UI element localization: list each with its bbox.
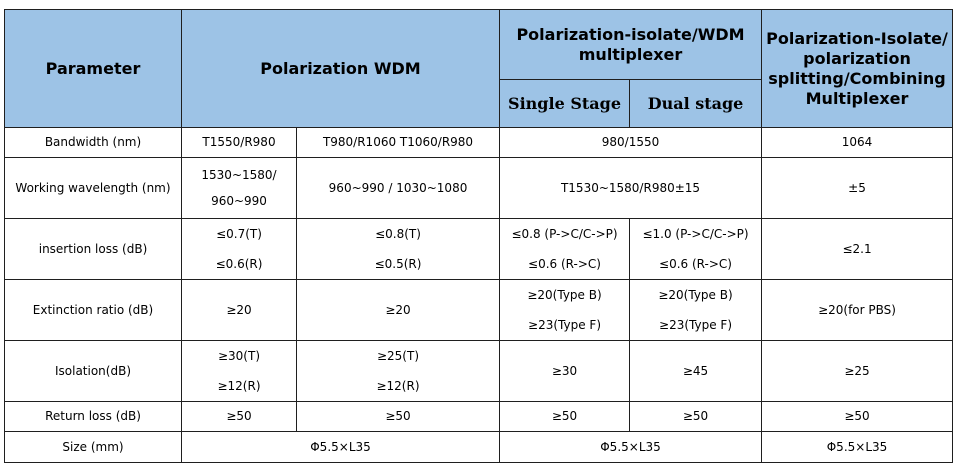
header-parameter: Parameter: [4, 9, 182, 128]
cell-extinction-single-line2: ≥23(Type F): [528, 318, 601, 332]
cell-bandwidth-wdm-a: T1550/R980: [181, 127, 297, 158]
header-polarization-isolate-splitting: Polarization-Isolate/ polarization split…: [761, 9, 954, 128]
cell-extinction-single: ≥20(Type B) ≥23(Type F): [499, 279, 631, 341]
row-return-loss: Return loss (dB) ≥50 ≥50 ≥50 ≥50 ≥50: [4, 401, 954, 432]
cell-isolation-wdm-a-line1: ≥30(T): [217, 349, 261, 363]
cell-insertion-single: ≤0.8 (P->C/C->P) ≤0.6 (R->C): [499, 218, 631, 280]
header-polarization-isolate-wdm: Polarization-isolate/WDM multiplexer: [499, 9, 763, 80]
subheader-row: Single Stage Dual stage: [5, 79, 953, 128]
cell-isolation-wdm-a: ≥30(T) ≥12(R): [181, 340, 297, 402]
row-insertion-loss: insertion loss (dB) ≤0.7(T) ≤0.6(R) ≤0.8…: [4, 218, 954, 280]
cell-wavelength-mux: T1530~1580/R980±15: [499, 157, 763, 219]
cell-insertion-dual: ≤1.0 (P->C/C->P) ≤0.6 (R->C): [629, 218, 763, 280]
header-row: Parameter Polarization WDM Polarization-…: [4, 9, 954, 128]
cell-insertion-single-line2: ≤0.6 (R->C): [528, 257, 601, 271]
cell-insertion-wdm-a: ≤0.7(T) ≤0.6(R): [181, 218, 297, 280]
label-isolation: Isolation(dB): [4, 340, 182, 402]
cell-bandwidth-wdm-b: T980/R1060 T1060/R980: [295, 127, 501, 158]
label-size: Size (mm): [4, 431, 182, 463]
cell-bandwidth-mux: 980/1550: [499, 127, 763, 158]
cell-insertion-split: ≤2.1: [761, 218, 954, 280]
cell-wavelength-wdm-a-line1: 1530~1580/: [201, 168, 277, 182]
row-bandwidth: Bandwidth (nm) T1550/R980 T980/R1060 T10…: [4, 127, 954, 158]
cell-insertion-dual-line1: ≤1.0 (P->C/C->P): [642, 227, 749, 241]
cell-return-wdm-b: ≥50: [295, 401, 501, 432]
cell-size-split: Φ5.5×L35: [761, 431, 954, 463]
cell-insertion-wdm-b: ≤0.8(T) ≤0.5(R): [295, 218, 501, 280]
cell-size-mux: Φ5.5×L35: [499, 431, 763, 463]
cell-return-single: ≥50: [499, 401, 631, 432]
cell-insertion-dual-line2: ≤0.6 (R->C): [659, 257, 732, 271]
label-insertion-loss: insertion loss (dB): [4, 218, 182, 280]
cell-return-wdm-a: ≥50: [181, 401, 297, 432]
cell-isolation-dual: ≥45: [629, 340, 763, 402]
cell-extinction-dual-line2: ≥23(Type F): [659, 318, 732, 332]
label-bandwidth: Bandwidth (nm): [4, 127, 182, 158]
cell-insertion-wdm-a-line1: ≤0.7(T): [216, 227, 262, 241]
cell-extinction-dual-line1: ≥20(Type B): [658, 288, 733, 302]
cell-insertion-single-line1: ≤0.8 (P->C/C->P): [511, 227, 618, 241]
cell-wavelength-wdm-a-line2: 960~990: [211, 194, 267, 208]
cell-isolation-wdm-b-line2: ≥12(R): [376, 379, 420, 393]
cell-extinction-wdm-b: ≥20: [295, 279, 501, 341]
cell-isolation-wdm-b: ≥25(T) ≥12(R): [295, 340, 501, 402]
cell-insertion-wdm-b-line1: ≤0.8(T): [375, 227, 421, 241]
cell-wavelength-split: ±5: [761, 157, 954, 219]
cell-isolation-wdm-a-line2: ≥12(R): [217, 379, 261, 393]
row-size: Size (mm) Φ5.5×L35 Φ5.5×L35 Φ5.5×L35: [4, 431, 954, 463]
spec-table-container: Parameter Polarization WDM Polarization-…: [4, 9, 954, 463]
cell-return-split: ≥50: [761, 401, 954, 432]
cell-insertion-wdm-a-line2: ≤0.6(R): [215, 257, 263, 271]
cell-bandwidth-split: 1064: [761, 127, 954, 158]
cell-wavelength-wdm-b: 960~990 / 1030~1080: [295, 157, 501, 219]
label-return-loss: Return loss (dB): [4, 401, 182, 432]
row-extinction-ratio: Extinction ratio (dB) ≥20 ≥20 ≥20(Type B…: [4, 279, 954, 341]
cell-wavelength-wdm-a: 1530~1580/ 960~990: [181, 157, 297, 219]
row-isolation: Isolation(dB) ≥30(T) ≥12(R) ≥25(T) ≥12(R…: [4, 340, 954, 402]
cell-isolation-split: ≥25: [761, 340, 954, 402]
label-working-wavelength: Working wavelength (nm): [4, 157, 182, 219]
cell-extinction-wdm-a: ≥20: [181, 279, 297, 341]
label-extinction-ratio: Extinction ratio (dB): [4, 279, 182, 341]
header-polarization-wdm: Polarization WDM: [180, 9, 501, 128]
cell-extinction-single-line1: ≥20(Type B): [527, 288, 602, 302]
specification-table: Parameter Polarization WDM Polarization-…: [4, 9, 954, 463]
header-single-stage: Single Stage: [499, 79, 631, 128]
row-working-wavelength: Working wavelength (nm) 1530~1580/ 960~9…: [4, 157, 954, 219]
cell-return-dual: ≥50: [629, 401, 763, 432]
cell-size-wdm: Φ5.5×L35: [180, 431, 501, 463]
cell-isolation-wdm-b-line1: ≥25(T): [376, 349, 420, 363]
cell-extinction-split: ≥20(for PBS): [761, 279, 954, 341]
header-dual-stage: Dual stage: [629, 79, 763, 128]
cell-insertion-wdm-b-line2: ≤0.5(R): [374, 257, 422, 271]
cell-isolation-single: ≥30: [499, 340, 631, 402]
cell-extinction-dual: ≥20(Type B) ≥23(Type F): [629, 279, 763, 341]
